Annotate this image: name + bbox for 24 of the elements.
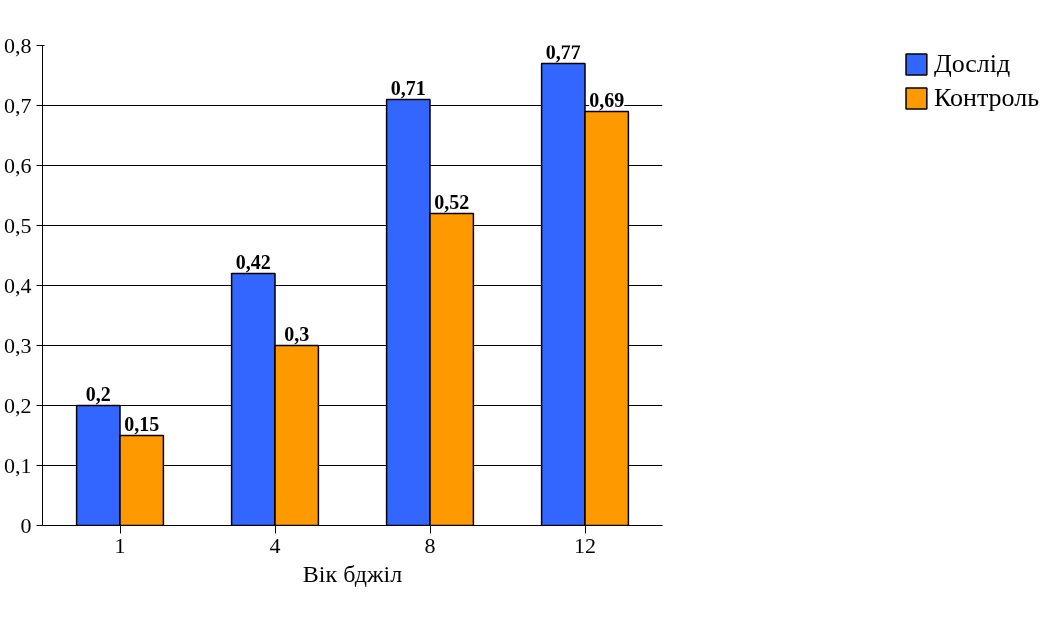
legend-label: Дослід	[933, 49, 1011, 79]
x-tick-label: 8	[424, 532, 436, 558]
y-tick-label: 0,4	[4, 272, 32, 298]
data-label: 0,42	[235, 250, 271, 273]
y-tick-label: 0,5	[4, 212, 32, 238]
data-label: 0,71	[390, 76, 426, 99]
y-tick-label: 0	[20, 512, 32, 538]
x-axis-title: Вік бджіл	[302, 560, 403, 587]
x-tick-label: 12	[574, 532, 596, 558]
data-label: 0,52	[434, 190, 470, 213]
y-tick-label: 0,2	[4, 392, 32, 418]
data-label: 0,77	[545, 40, 581, 63]
data-label: 0,15	[124, 412, 160, 435]
y-tick-label: 0,8	[4, 32, 32, 58]
data-label: 0,69	[589, 88, 625, 111]
legend-label: Контроль	[933, 83, 1040, 113]
y-tick-label: 0,6	[4, 152, 32, 178]
y-tick-label: 0,7	[4, 92, 32, 118]
data-label: 0,2	[85, 382, 111, 405]
y-tick-label: 0,1	[4, 452, 32, 478]
x-tick-label: 1	[114, 532, 126, 558]
y-tick-label: 0,3	[4, 332, 32, 358]
x-tick-label: 4	[269, 532, 281, 558]
data-label: 0,3	[284, 322, 310, 345]
